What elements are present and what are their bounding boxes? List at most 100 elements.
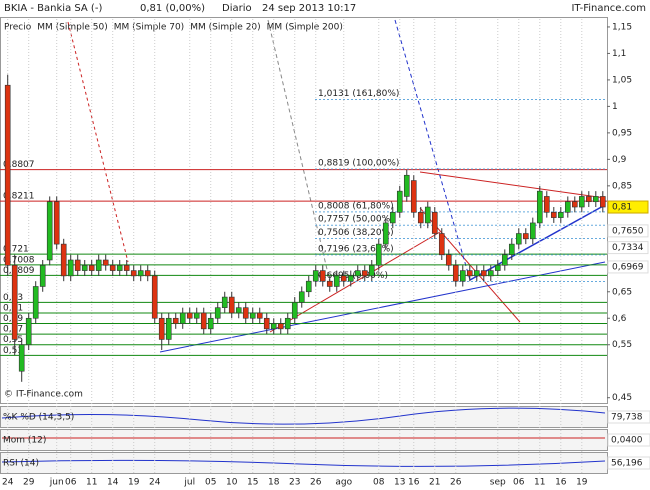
x-tick-label: 19 <box>576 478 588 488</box>
candle-body <box>179 312 186 324</box>
fib-label: 0,7757 (50,00%) <box>318 215 394 225</box>
candle-body <box>361 270 368 277</box>
fib-label: 1,0131 (161,80%) <box>318 89 399 99</box>
x-tick-label: 19 <box>128 478 140 488</box>
candle-body <box>298 291 305 303</box>
indicator-value-box <box>607 456 650 470</box>
candle-body <box>172 317 179 324</box>
candle-body <box>375 243 382 266</box>
x-tick-label: 16 <box>555 478 567 488</box>
y-tick-label: 1,05 <box>612 75 632 85</box>
candle-body <box>494 264 501 271</box>
price-label-box <box>607 224 649 238</box>
candle-body <box>165 317 172 340</box>
indicator-value-box <box>607 410 650 424</box>
fib-label: 0,8819 (100,00%) <box>318 158 399 168</box>
candle-body <box>88 264 95 271</box>
fib-label: 0,8008 (61,80%) <box>318 201 394 211</box>
legend-entry: MM (Simple 20) <box>190 23 260 33</box>
candle-body <box>515 233 522 245</box>
candle-body <box>452 264 459 282</box>
price-label-box <box>607 241 649 255</box>
candle-body <box>431 212 438 234</box>
candle-body <box>592 196 599 203</box>
candle-body <box>18 344 25 372</box>
x-tick-label: 15 <box>247 478 258 488</box>
indicator-value: 0,0400 <box>611 436 643 446</box>
candle-body <box>424 206 431 224</box>
level-label: 0,53 <box>3 346 23 356</box>
candle-body <box>25 317 32 346</box>
candle-body <box>235 307 242 314</box>
x-tick-label: 21 <box>429 478 440 488</box>
x-tick-label: jun <box>49 478 64 488</box>
candle-body <box>578 196 585 208</box>
candle-body <box>193 312 200 319</box>
candle-body <box>214 307 221 319</box>
x-tick-label: 10 <box>226 478 238 488</box>
candle-body <box>480 270 487 277</box>
candle-body <box>536 190 543 224</box>
candle-body <box>347 275 354 282</box>
indicator-name: RSI (14) <box>3 459 39 469</box>
candle-body <box>445 254 452 266</box>
indicator-value: 56,196 <box>611 459 643 469</box>
x-tick-label: jul <box>183 478 195 488</box>
candle-body <box>74 259 81 271</box>
candle-body <box>522 233 529 240</box>
legend-entry: MM (Simple 70) <box>114 23 184 33</box>
y-tick-label: 0,55 <box>612 340 632 350</box>
header-brand: IT-Finance.com <box>571 3 646 14</box>
candle-body <box>340 275 347 282</box>
level-label: 0,55 <box>3 335 23 345</box>
candle-body <box>319 270 326 282</box>
candle-body <box>123 264 130 271</box>
price-label: 0,81 <box>612 203 632 213</box>
candle-body <box>53 201 60 245</box>
x-tick-label: 14 <box>107 478 119 488</box>
candle-body <box>256 312 263 319</box>
candle-body <box>382 222 389 245</box>
candle-body <box>32 286 39 319</box>
price-label: 0,6969 <box>612 262 644 272</box>
candle-body <box>564 201 571 213</box>
x-tick-label: ago <box>335 478 352 488</box>
candle-body <box>67 259 74 277</box>
candle-body <box>263 317 270 330</box>
candle-body <box>4 84 11 266</box>
y-tick-label: 1,15 <box>612 22 632 32</box>
indicator-value: 79,738 <box>611 413 643 423</box>
candle-body <box>39 264 46 287</box>
legend-entry: MM (Simple 50) <box>37 23 107 33</box>
candle-body <box>277 323 284 330</box>
fib-label: 0,7506 (38,20%) <box>318 228 394 238</box>
legend-entry: Precio <box>4 23 32 33</box>
candle-body <box>144 270 151 277</box>
candle-body <box>368 264 375 277</box>
level-label: 0,8211 <box>3 192 35 202</box>
y-tick-label: 0,95 <box>612 128 632 138</box>
indicator-line <box>1 459 606 467</box>
candle-body <box>459 270 466 282</box>
x-tick-label: 24 <box>149 478 161 488</box>
y-tick-label: 0,45 <box>612 393 632 403</box>
x-tick-label: 11 <box>86 478 97 488</box>
x-tick-label: 18 <box>268 478 280 488</box>
candle-body <box>116 264 123 271</box>
candle-body <box>389 212 396 224</box>
level-label: 0,7008 <box>3 255 35 265</box>
candle-body <box>529 222 536 240</box>
candle-body <box>417 212 424 224</box>
x-tick-label: 24 <box>2 478 14 488</box>
candle-body <box>473 270 480 277</box>
candle-body <box>95 259 102 271</box>
candle-body <box>200 312 207 330</box>
candle-body <box>438 233 445 255</box>
indicator-name: Mom (12) <box>3 436 46 446</box>
header-date: 24 sep 2013 10:17 <box>262 3 356 14</box>
indicator-name: %K %D (14,3,5) <box>3 413 74 423</box>
candle-body <box>487 270 494 277</box>
x-tick-label: 26 <box>310 478 322 488</box>
x-tick-label: 08 <box>373 478 385 488</box>
x-tick-label: 06 <box>513 478 525 488</box>
